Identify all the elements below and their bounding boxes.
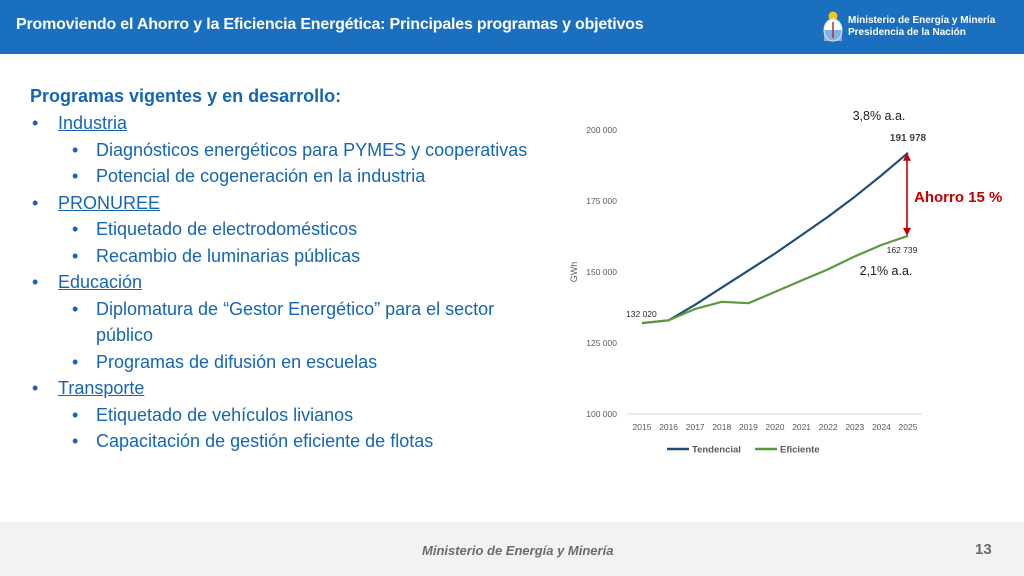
x-tick-label: 2024 xyxy=(872,422,891,432)
section-title: PRONUREE xyxy=(58,192,161,213)
list-item: Diagnósticos energéticos para PYMES y co… xyxy=(30,137,550,164)
program-sections: Industria Diagnósticos energéticos para … xyxy=(30,110,550,455)
footer-ministry: Ministerio de Energía y Minería xyxy=(422,543,614,558)
x-tick-label: 2016 xyxy=(659,422,678,432)
x-tick-label: 2023 xyxy=(845,422,864,432)
y-tick-label: 200 000 xyxy=(586,125,617,135)
list-item: Recambio de luminarias públicas xyxy=(30,243,550,270)
end-value-tendencial-label: 191 978 xyxy=(890,133,927,144)
y-tick-label: 125 000 xyxy=(586,338,617,348)
rate-eficiente-label: 2,1% a.a. xyxy=(860,264,913,278)
programs-heading: Programas vigentes y en desarrollo: xyxy=(30,86,342,106)
section-title: Transporte xyxy=(58,378,145,398)
page-number: 13 xyxy=(975,541,992,558)
legend-label-tendencial: Tendencial xyxy=(692,445,741,456)
list-item: Diplomatura de “Gestor Energético” para … xyxy=(30,296,550,349)
savings-label: Ahorro 15 % xyxy=(914,189,1002,206)
y-tick-label: 100 000 xyxy=(586,409,617,419)
x-tick-label: 2021 xyxy=(792,422,811,432)
section-transporte: Transporte xyxy=(30,375,550,402)
legend-label-eficiente: Eficiente xyxy=(780,445,820,456)
list-item: Etiquetado de electrodomésticos xyxy=(30,216,550,243)
x-tick-label: 2020 xyxy=(766,422,785,432)
x-tick-label: 2018 xyxy=(712,422,731,432)
series-line-eficiente xyxy=(641,234,909,325)
footer-bar: Ministerio de Energía y Minería 13 xyxy=(0,522,1024,576)
list-item: Etiquetado de vehículos livianos xyxy=(30,402,550,429)
section-industria: Industria xyxy=(30,110,550,137)
section-pronuree: PRONUREE xyxy=(30,190,550,217)
energy-demand-chart: 100 000 125 000 150 000 175 000 200 000 GWh 20… xyxy=(555,100,1024,470)
list-item: Potencial de cogeneración en la industri… xyxy=(30,163,550,190)
page-title: Promoviendo el Ahorro y la Eficiencia En… xyxy=(16,16,644,33)
ministry-line-1: Ministerio de Energía y Minería xyxy=(848,15,996,26)
section-educacion: Educación xyxy=(30,269,550,296)
x-tick-label: 2017 xyxy=(686,422,705,432)
savings-arrow-head-bottom xyxy=(903,227,911,236)
series-line-tendencial xyxy=(641,151,909,325)
start-value-label: 132 020 xyxy=(626,309,657,319)
y-axis-label: GWh xyxy=(569,262,579,283)
x-tick-label: 2025 xyxy=(899,422,918,432)
ministry-line-2: Presidencia de la Nación xyxy=(848,27,966,38)
x-tick-label: 2022 xyxy=(819,422,838,432)
ministry-brand: Ministerio de Energía y Minería Presiden… xyxy=(848,15,995,39)
x-tick-label: 2015 xyxy=(633,422,652,432)
section-title: Educación xyxy=(58,272,143,292)
header-bar: Promoviendo el Ahorro y la Eficiencia En… xyxy=(0,0,1024,54)
chart-svg: 100 000 125 000 150 000 175 000 200 000 GWh 20… xyxy=(569,109,1002,456)
list-item: Programas de difusión en escuelas xyxy=(30,349,550,376)
programs-list: Programas vigentes y en desarrollo: Indu… xyxy=(30,82,550,455)
rate-tendencial-label: 3,8% a.a. xyxy=(853,109,906,123)
y-tick-label: 175 000 xyxy=(586,196,617,206)
coat-of-arms-icon xyxy=(823,11,843,42)
list-item: Capacitación de gestión eficiente de flo… xyxy=(30,428,550,455)
end-value-eficiente-label: 162 739 xyxy=(887,245,918,255)
y-tick-label: 150 000 xyxy=(586,267,617,277)
section-title: Industria xyxy=(58,113,128,133)
x-tick-label: 2019 xyxy=(739,422,758,432)
savings-arrow-head-top xyxy=(903,152,911,161)
